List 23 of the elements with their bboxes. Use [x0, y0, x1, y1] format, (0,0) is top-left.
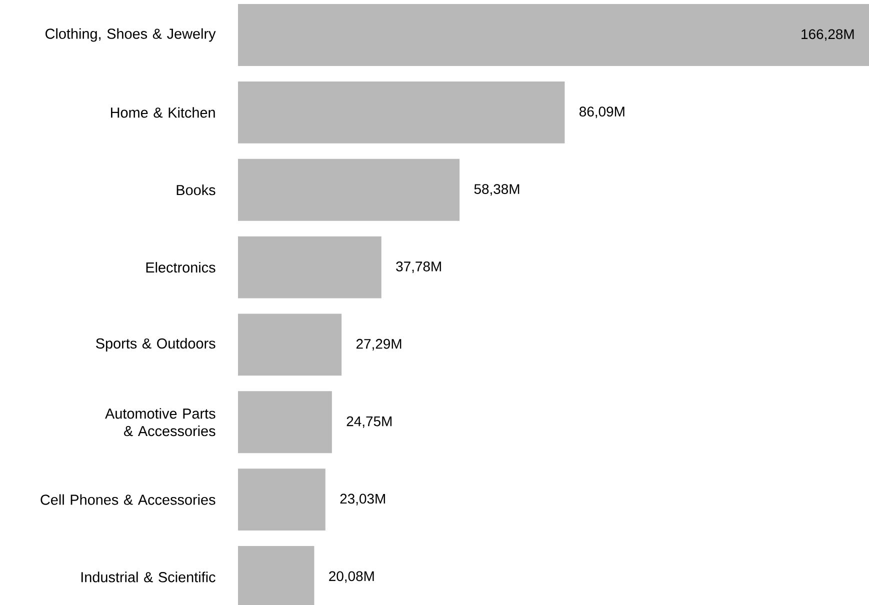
bar [238, 81, 565, 144]
y-tick-label: Sports & Outdoors [96, 338, 216, 352]
bar [238, 468, 326, 531]
bar [238, 391, 332, 454]
y-tick-label: Automotive Parts & Accessories [105, 408, 216, 436]
data-label: 27,29M [356, 338, 402, 350]
data-label: 24,75M [346, 416, 392, 428]
data-label: 58,38M [474, 184, 520, 196]
y-tick-label: Electronics [146, 262, 216, 273]
y-tick-label: Home & Kitchen [111, 107, 215, 118]
data-label: 86,09M [580, 106, 624, 118]
y-tick-label: Clothing, Shoes & Jewelry [46, 28, 216, 42]
data-label: 166,28M [802, 29, 854, 41]
y-tick-label: Cell Phones & Accessories [40, 494, 216, 505]
data-label: 23,03M [340, 494, 385, 506]
bar [238, 236, 382, 298]
data-label: 37,78M [396, 262, 441, 274]
y-tick-label: Industrial & Scientific [81, 572, 216, 582]
data-label: 20,08M [329, 571, 374, 583]
y-tick-label: Books [176, 184, 216, 196]
bar [238, 314, 342, 376]
bar [238, 4, 869, 66]
bar [238, 158, 460, 221]
